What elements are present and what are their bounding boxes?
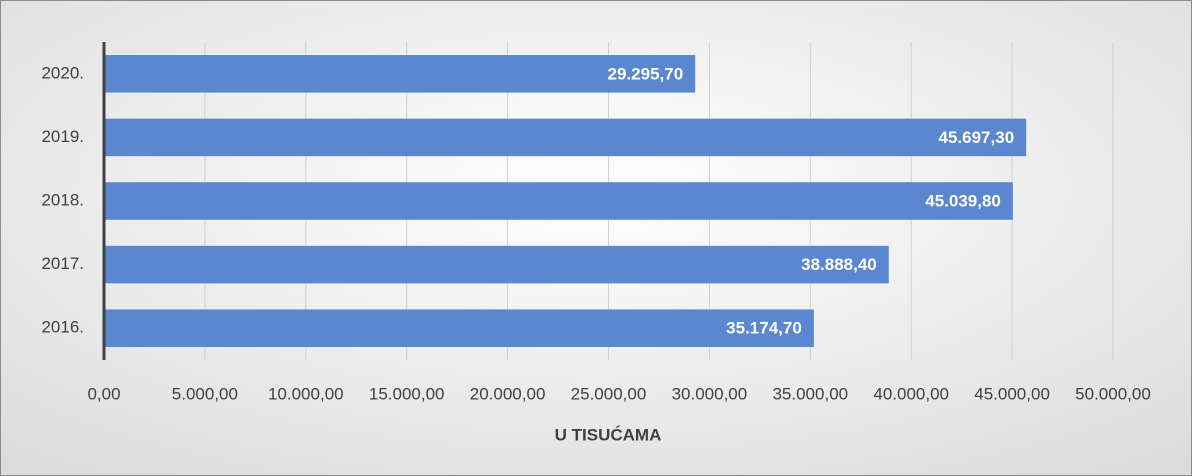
x-tick-label: 5.000,00: [172, 384, 238, 403]
bar: [104, 55, 696, 93]
y-tick-label: 2019.: [41, 127, 84, 146]
x-tick-label: 45.000,00: [974, 384, 1050, 403]
bar: [104, 309, 814, 347]
value-label: 38.888,40: [801, 255, 877, 274]
bar: [104, 118, 1027, 157]
bar: [104, 245, 889, 284]
y-tick-label: 2018.: [41, 190, 84, 209]
y-tick-label: 2020.: [41, 63, 84, 82]
x-tick-label: 15.000,00: [369, 384, 445, 403]
x-tick-label: 50.000,00: [1075, 384, 1151, 403]
value-label: 29.295,70: [608, 64, 684, 83]
y-tick-label: 2016.: [41, 318, 84, 337]
x-tick-label: 30.000,00: [672, 384, 748, 403]
x-tick-label: 20.000,00: [470, 384, 546, 403]
x-tick-label: 25.000,00: [571, 384, 647, 403]
value-label: 45.039,80: [925, 191, 1001, 210]
bar: [104, 182, 1013, 220]
value-label: 45.697,30: [939, 128, 1015, 147]
value-label: 35.174,70: [726, 319, 802, 338]
x-axis-title: U TISUĆAMA: [555, 425, 662, 444]
x-tick-label: 10.000,00: [268, 384, 344, 403]
y-tick-label: 2017.: [41, 254, 84, 273]
x-tick-label: 0,00: [87, 384, 120, 403]
x-tick-label: 35.000,00: [772, 384, 848, 403]
x-tick-label: 40.000,00: [873, 384, 949, 403]
